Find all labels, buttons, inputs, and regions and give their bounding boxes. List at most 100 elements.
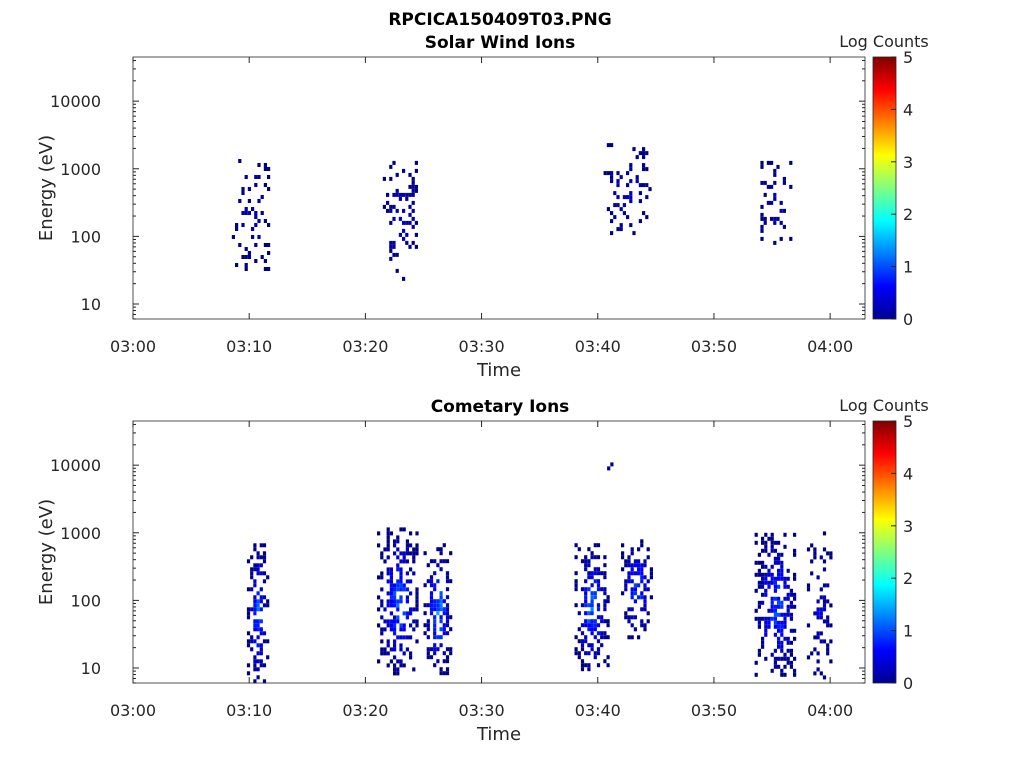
heatmap-cell	[411, 180, 415, 185]
heatmap-cell	[398, 192, 402, 197]
heatmap-cell	[782, 180, 786, 185]
heatmap-cell	[257, 235, 261, 239]
heatmap-cell	[259, 651, 263, 656]
heatmap-cell	[603, 571, 607, 576]
colorbar	[872, 420, 897, 684]
heatmap-cell	[383, 607, 387, 612]
heatmap-cell	[829, 551, 833, 556]
heatmap-cell	[633, 627, 637, 632]
heatmap-cell	[380, 615, 384, 620]
heatmap-cell	[393, 619, 397, 624]
heatmap-cell	[263, 167, 267, 171]
heatmap-cell	[786, 568, 790, 573]
heatmap-cell	[613, 203, 617, 208]
heatmap-cell	[645, 167, 649, 172]
heatmap-cell	[780, 672, 784, 677]
heatmap-cell	[770, 536, 774, 541]
heatmap-cell	[244, 267, 248, 271]
heatmap-cell	[773, 596, 777, 601]
heatmap-cell	[793, 636, 797, 641]
heatmap-cell	[637, 567, 641, 572]
heatmap-cell	[593, 635, 597, 640]
heatmap-cell	[266, 603, 270, 608]
heatmap-cell	[442, 607, 446, 612]
heatmap-cell	[449, 579, 453, 584]
heatmap-cell	[590, 607, 594, 612]
heatmap-cell	[596, 603, 601, 608]
heatmap-cell	[773, 604, 777, 609]
heatmap-cell	[389, 531, 393, 536]
heatmap-cell	[789, 664, 793, 669]
heatmap-cell	[816, 607, 820, 612]
heatmap-cell	[773, 576, 777, 581]
heatmap-cell	[826, 651, 830, 656]
heatmap-cell	[606, 207, 610, 212]
heatmap-cell	[445, 571, 450, 576]
heatmap-cell	[789, 648, 793, 653]
heatmap-cell	[402, 623, 406, 628]
heatmap-cell	[584, 635, 588, 640]
heatmap-cell	[386, 623, 390, 628]
heatmap-cell	[433, 599, 437, 604]
heatmap-cell	[829, 603, 833, 608]
heatmap-cell	[822, 607, 827, 612]
heatmap-cell	[389, 583, 393, 588]
heatmap-cell	[630, 615, 634, 620]
heatmap-cell	[580, 659, 585, 664]
heatmap-cell	[810, 571, 814, 576]
heatmap-cell	[380, 575, 384, 580]
heatmap-cell	[253, 595, 257, 600]
heatmap-cell	[633, 563, 637, 568]
heatmap-cell	[580, 647, 585, 652]
heatmap-cell	[383, 627, 387, 632]
heatmap-cell	[238, 243, 242, 247]
heatmap-cell	[603, 603, 607, 608]
heatmap-cell	[577, 627, 581, 632]
heatmap-cell	[433, 603, 437, 608]
heatmap-cell	[764, 656, 768, 661]
heatmap-cell	[257, 175, 261, 179]
heatmap-cell	[377, 575, 381, 580]
heatmap-cell	[396, 607, 400, 612]
heatmap-cell	[822, 547, 827, 552]
heatmap-cell	[445, 559, 450, 564]
heatmap-cell	[380, 631, 384, 636]
heatmap-cell	[806, 547, 811, 552]
heatmap-cell	[392, 216, 396, 221]
heatmap-cell	[411, 224, 415, 229]
heatmap-cell	[259, 607, 263, 612]
heatmap-cell	[642, 163, 646, 168]
heatmap-cell	[250, 607, 254, 612]
heatmap-cell	[770, 616, 774, 621]
heatmap-cell	[436, 547, 440, 552]
heatmap-cell	[789, 640, 793, 645]
heatmap-cell	[436, 647, 440, 652]
heatmap-cell	[780, 600, 784, 605]
heatmap-cell	[380, 647, 384, 652]
heatmap-cell	[415, 639, 419, 644]
heatmap-cell	[786, 596, 790, 601]
heatmap-cell	[445, 631, 450, 636]
heatmap-cell	[429, 559, 434, 564]
heatmap-cell	[408, 244, 412, 249]
heatmap-cell	[259, 659, 263, 664]
heatmap-cell	[423, 583, 427, 588]
heatmap-cell	[627, 607, 631, 612]
heatmap-cell	[780, 576, 784, 581]
heatmap-cell	[590, 647, 594, 652]
heatmap-cell	[789, 184, 793, 189]
heatmap-cell	[773, 616, 777, 621]
heatmap-cell	[780, 656, 784, 661]
heatmap-cell	[770, 652, 774, 657]
heatmap-cell	[773, 656, 777, 661]
heatmap-cell	[754, 616, 758, 621]
heatmap-cell	[754, 532, 758, 537]
heatmap-cell	[584, 619, 588, 624]
heatmap-cell	[619, 227, 623, 232]
heatmap-cell	[405, 595, 409, 600]
heatmap-cell	[399, 623, 403, 628]
heatmap-cell	[396, 587, 400, 592]
heatmap-cell	[593, 579, 597, 584]
heatmap-cell	[442, 671, 446, 676]
heatmap-cell	[254, 243, 258, 247]
